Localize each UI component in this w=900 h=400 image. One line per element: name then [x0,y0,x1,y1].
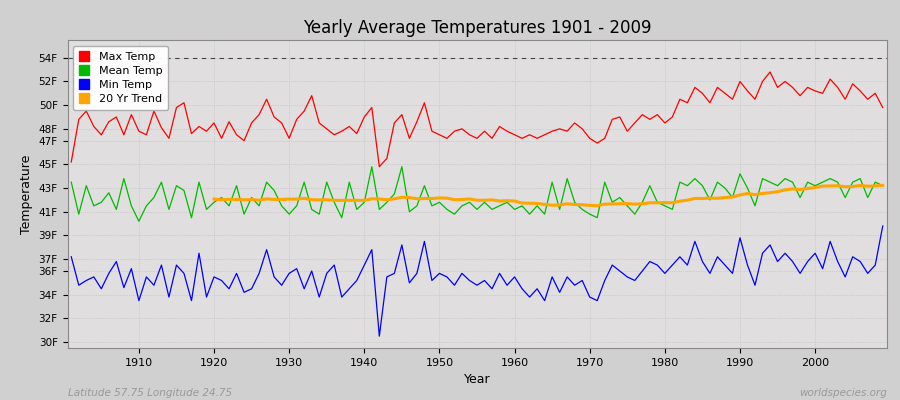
Text: worldspecies.org: worldspecies.org [798,388,886,398]
Legend: Max Temp, Mean Temp, Min Temp, 20 Yr Trend: Max Temp, Mean Temp, Min Temp, 20 Yr Tre… [73,46,167,110]
Y-axis label: Temperature: Temperature [20,154,33,234]
Title: Yearly Average Temperatures 1901 - 2009: Yearly Average Temperatures 1901 - 2009 [302,19,652,37]
Text: Latitude 57.75 Longitude 24.75: Latitude 57.75 Longitude 24.75 [68,388,231,398]
X-axis label: Year: Year [464,373,490,386]
